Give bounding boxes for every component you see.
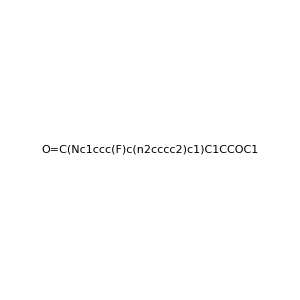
Text: O=C(Nc1ccc(F)c(n2cccc2)c1)C1CCOC1: O=C(Nc1ccc(F)c(n2cccc2)c1)C1CCOC1 — [41, 145, 259, 155]
